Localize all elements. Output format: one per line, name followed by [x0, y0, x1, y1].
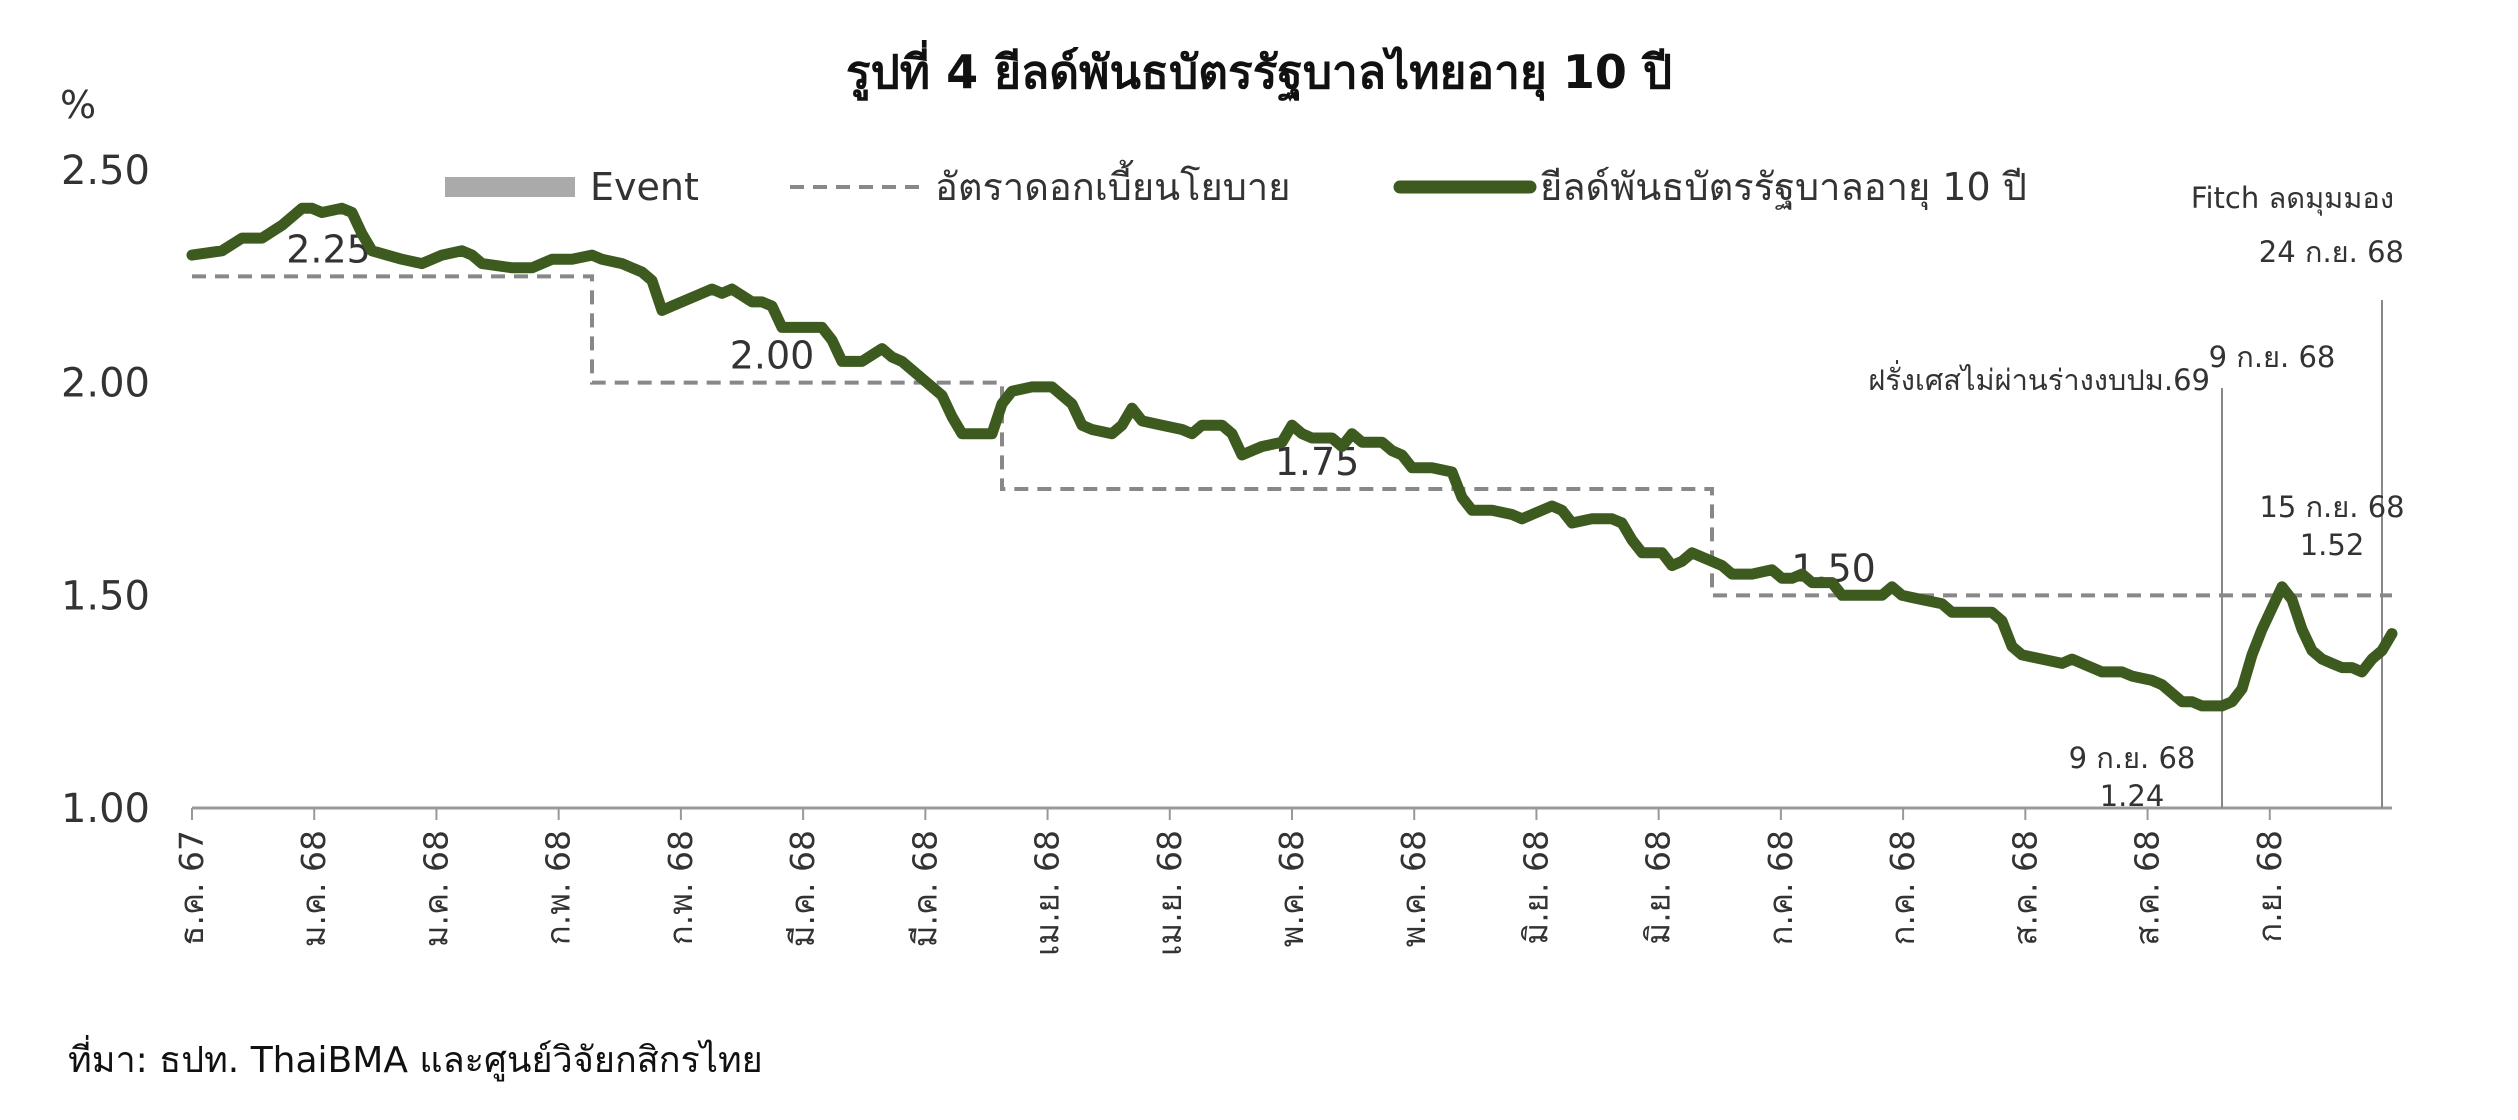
- y-tick-label: 1.00: [61, 786, 150, 832]
- source-note: ที่มา: ธปท. ThaiBMA และศูนย์วิจัยกสิกรไท…: [68, 1035, 763, 1082]
- x-tick-label: ก.ย. 68: [2250, 830, 2289, 943]
- x-tick-label: ก.ค. 68: [1883, 830, 1922, 946]
- event-date-label: 24 ก.ย. 68: [2259, 235, 2404, 269]
- x-tick-label: ส.ค. 68: [2005, 830, 2044, 946]
- yield-line: [186, 202, 2398, 712]
- yield-series: [186, 202, 2398, 712]
- x-tick-label: ก.ค. 68: [1761, 830, 1800, 946]
- event-label: ฝรั่งเศสไม่ผ่านร่างงบปม.69: [1868, 360, 2210, 397]
- x-tick-label: ม.ค. 68: [416, 830, 455, 947]
- x-tick-label: พ.ค. 68: [1272, 830, 1311, 947]
- events: 9 ก.ย. 68ฝรั่งเศสไม่ผ่านร่างงบปม.69Fitch…: [1868, 181, 2404, 808]
- y-axis-unit: %: [60, 83, 96, 127]
- x-tick-label: มิ.ย. 68: [1516, 830, 1555, 945]
- annotations: 9 ก.ย. 68 1.24 15 ก.ย. 68 1.52: [2069, 490, 2405, 813]
- legend-event-swatch: [445, 177, 575, 197]
- x-tick-label: เม.ย. 68: [1150, 830, 1189, 956]
- policy-rate-label: 2.00: [730, 334, 815, 378]
- policy-rate-line: [192, 274, 2392, 598]
- x-tick-label: เม.ย. 68: [1028, 830, 1067, 956]
- axes: 1.00 1.50 2.00 2.50 ธ.ค. 67 ม.ค. 68 ม.ค. 68 ก.พ…: [61, 148, 2392, 956]
- x-tick-label: ก.พ. 68: [539, 830, 578, 945]
- x-tick-label: มี.ค. 68: [905, 830, 944, 947]
- x-tick-label: พ.ค. 68: [1394, 830, 1433, 947]
- legend-policy-rate-label: อัตราดอกเบี้ยนโยบาย: [935, 159, 1291, 209]
- x-tick-label: มี.ค. 68: [783, 830, 822, 947]
- y-tick-label: 2.50: [61, 148, 150, 194]
- point-annotation: 1.52: [2300, 528, 2365, 562]
- event-label: Fitch ลดมุมมอง: [2191, 181, 2394, 216]
- legend: Event อัตราดอกเบี้ยนโยบาย ยีลด์พันธบัตรร…: [445, 159, 2027, 210]
- x-tick-label: ธ.ค. 67: [172, 830, 211, 946]
- y-tick-label: 2.00: [61, 361, 150, 407]
- x-tick-label: มิ.ย. 68: [1639, 830, 1678, 945]
- point-annotation: 15 ก.ย. 68: [2259, 490, 2404, 524]
- legend-event-label: Event: [590, 165, 699, 209]
- point-annotation: 9 ก.ย. 68: [2069, 741, 2196, 775]
- policy-rate-series: 2.252.001.751.50: [192, 227, 2392, 598]
- event-date-label: 9 ก.ย. 68: [2209, 340, 2336, 374]
- x-tick-label: ส.ค. 68: [2128, 830, 2167, 946]
- point-annotation: 1.24: [2100, 779, 2165, 813]
- y-tick-label: 1.50: [61, 573, 150, 619]
- legend-yield-label: ยีลด์พันธบัตรรัฐบาลอายุ 10 ปี: [1540, 165, 2027, 210]
- chart-title: รูปที่ 4 ยีลด์พันธบัตรรัฐบาลไทยอายุ 10 ป…: [846, 40, 1672, 102]
- x-tick-label: ม.ค. 68: [294, 830, 333, 947]
- x-tick-label: ก.พ. 68: [661, 830, 700, 945]
